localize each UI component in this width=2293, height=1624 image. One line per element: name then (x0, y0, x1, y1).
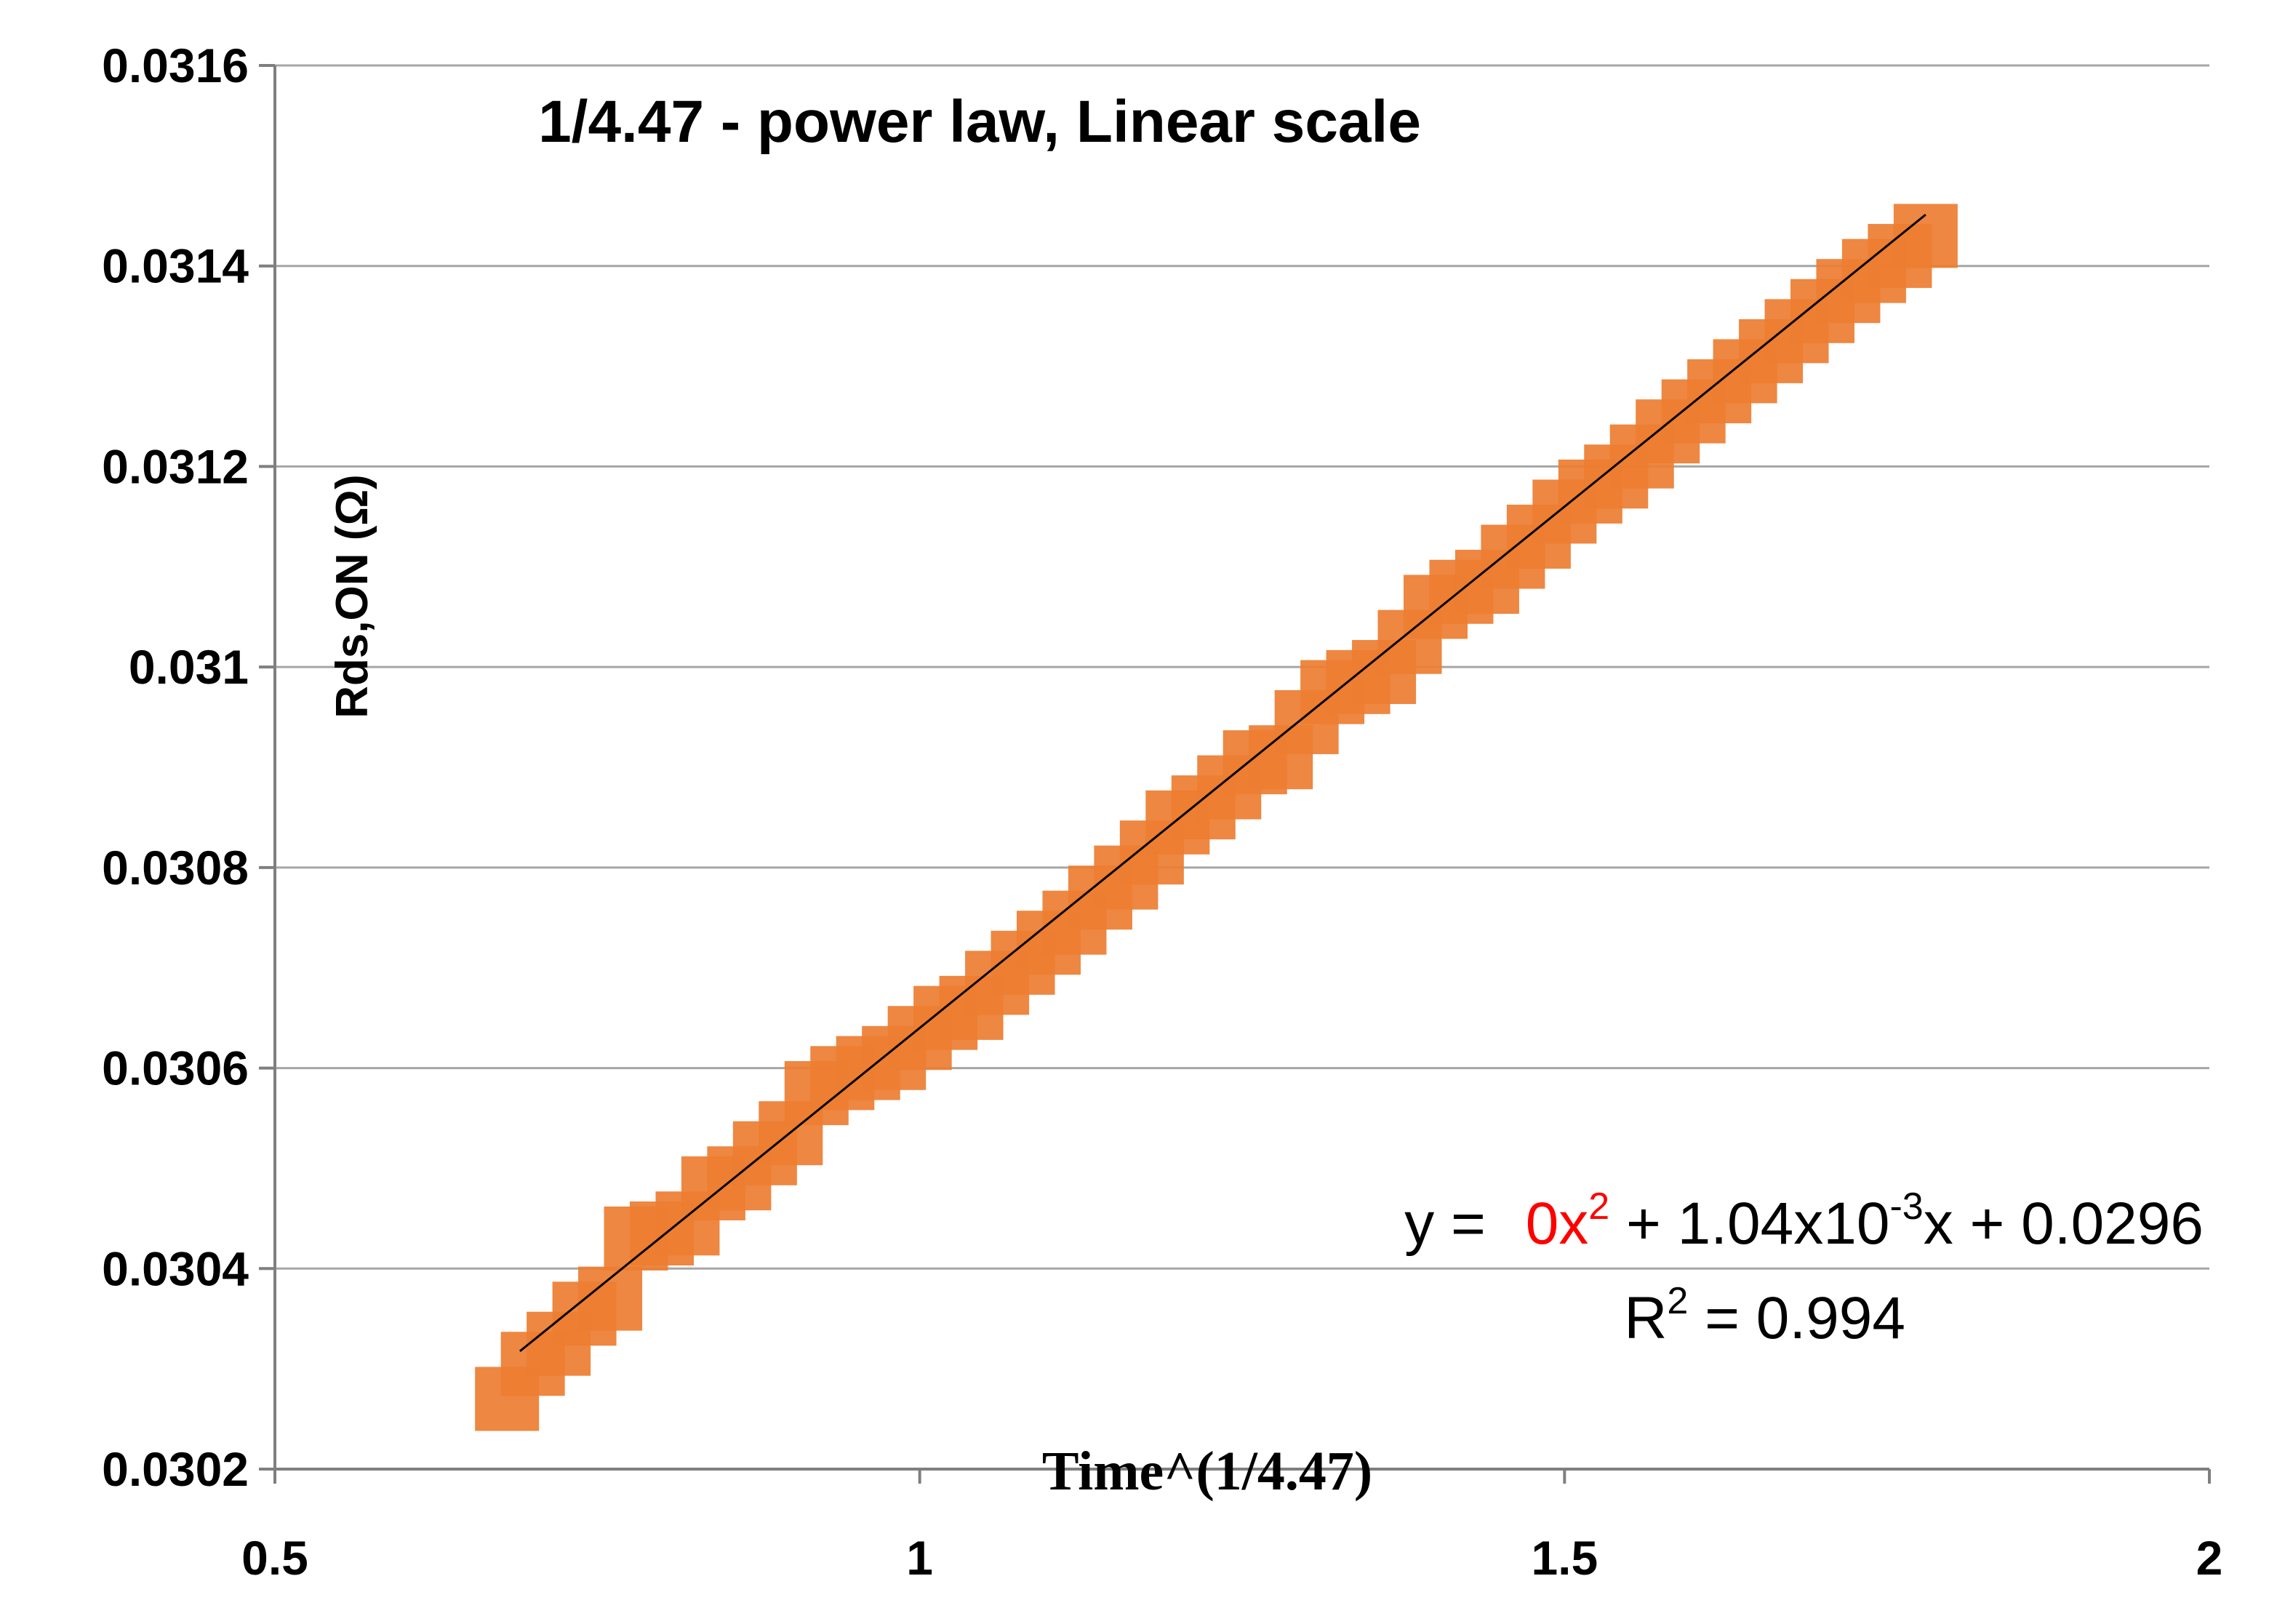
x-axis-label: Time^(1/4.47) (1042, 1441, 1372, 1502)
y-tick-label: 0.0316 (102, 39, 249, 92)
x-tick-label: 2 (2196, 1531, 2223, 1585)
y-tick-label: 0.0308 (102, 841, 249, 895)
x-tick-label: 1 (906, 1531, 933, 1585)
eq-linear-term: + 1.04x10 (1609, 1191, 1889, 1257)
trendline-group (519, 213, 1926, 1353)
y-tick-label: 0.031 (129, 640, 249, 694)
chart-title: 1/4.47 - power law, Linear scale (538, 89, 1421, 155)
y-tick-label: 0.0304 (102, 1241, 249, 1295)
r2-exponent: 2 (1667, 1280, 1688, 1322)
axes (273, 65, 2209, 1471)
y-tick-label: 0.0302 (102, 1442, 249, 1496)
x-tick-labels: 0.5 1 1.5 2 (241, 1531, 2222, 1585)
data-point (1893, 204, 1958, 268)
eq-quadratic-term: 0x (1526, 1191, 1589, 1257)
r-squared: R2 = 0.994 (1624, 1280, 1905, 1351)
scatter-points (475, 204, 1958, 1431)
trendline-equation: y = 0x2 + 1.04x10-3x + 0.0296 (1404, 1185, 2204, 1257)
y-tick-label: 0.0314 (102, 239, 249, 293)
data-point (578, 1266, 643, 1331)
y-tick-label: 0.0306 (102, 1041, 249, 1095)
eq-quadratic-exponent: 2 (1588, 1185, 1609, 1228)
y-axis-label: Rds,ON (Ω) (327, 474, 377, 719)
x-tick-label: 0.5 (241, 1531, 308, 1585)
x-tick-label: 1.5 (1531, 1531, 1598, 1585)
y-tick-labels: 0.0302 0.0304 0.0306 0.0308 0.031 0.0312 0.031… (102, 39, 249, 1496)
eq-prefix: y = (1404, 1191, 1502, 1257)
eq-tail: x + 0.0296 (1924, 1191, 2204, 1257)
r2-value: = 0.994 (1688, 1285, 1905, 1351)
y-tick-label: 0.0312 (102, 439, 249, 493)
eq-linear-exponent: -3 (1889, 1185, 1923, 1228)
r2-prefix: R (1624, 1285, 1667, 1351)
trendline (519, 213, 1926, 1353)
